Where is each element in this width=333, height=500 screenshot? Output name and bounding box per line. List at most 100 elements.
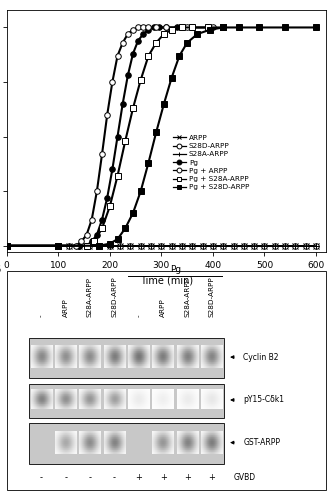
S28D-ARPP [304, 243, 308, 249]
Pg [85, 243, 89, 249]
ARPP [87, 243, 91, 249]
Pg + S28D-ARPP [56, 243, 60, 249]
Line: Pg + S28D-ARPP: Pg + S28D-ARPP [4, 24, 319, 248]
Pg + S28D-ARPP [98, 243, 102, 249]
S28D-ARPP [129, 243, 133, 249]
S28D-ARPP [262, 243, 266, 249]
Pg [121, 101, 125, 107]
S28A-ARPP [262, 243, 266, 249]
S28D-ARPP [67, 243, 71, 249]
Text: GST-ARPP: GST-ARPP [243, 438, 280, 447]
Pg + S28D-ARPP [195, 31, 199, 37]
Pg + S28A-ARPP [92, 238, 96, 244]
S28A-ARPP [273, 243, 277, 249]
Text: Cyclin B2: Cyclin B2 [243, 352, 279, 362]
Text: ARPP: ARPP [160, 298, 166, 317]
S28D-ARPP [283, 243, 287, 249]
Pg [126, 72, 130, 78]
Bar [29, 384, 224, 418]
Pg + S28A-ARPP [169, 26, 173, 32]
S28D-ARPP [180, 243, 184, 249]
ARPP [273, 243, 277, 249]
Pg [175, 24, 179, 30]
ARPP [56, 243, 60, 249]
S28D-ARPP [5, 243, 9, 249]
S28A-ARPP [231, 243, 235, 249]
S28D-ARPP [98, 243, 102, 249]
S28D-ARPP [149, 243, 153, 249]
Pg + S28A-ARPP [180, 24, 184, 30]
Pg [100, 216, 104, 222]
ARPP [108, 243, 112, 249]
Pg + S28A-ARPP [139, 77, 143, 83]
Pg [105, 194, 109, 200]
S28A-ARPP [242, 243, 246, 249]
ARPP [180, 243, 184, 249]
Pg [152, 24, 156, 30]
Text: +: + [135, 474, 142, 482]
Pg + ARPP [116, 53, 120, 59]
ARPP [211, 243, 215, 249]
Pg + S28A-ARPP [116, 173, 120, 179]
Pg + ARPP [74, 243, 78, 249]
Text: -: - [40, 474, 43, 482]
S28A-ARPP [221, 243, 225, 249]
Pg + S28D-ARPP [154, 129, 158, 135]
Pg + ARPP [131, 26, 135, 32]
Pg + ARPP [211, 24, 215, 30]
Pg + ARPP [95, 188, 99, 194]
Pg [190, 24, 194, 30]
Pg + S28D-ARPP [221, 24, 225, 30]
Pg + ARPP [121, 40, 125, 46]
Pg + S28A-ARPP [108, 204, 112, 210]
ARPP [200, 243, 204, 249]
Pg + S28D-ARPP [123, 226, 127, 232]
Pg + ARPP [80, 238, 84, 244]
Pg [56, 243, 60, 249]
Text: -: - [113, 474, 116, 482]
Pg [90, 238, 94, 244]
Pg [77, 243, 81, 249]
Pg + S28D-ARPP [131, 210, 135, 216]
Pg + S28A-ARPP [100, 226, 104, 232]
Pg [165, 24, 168, 30]
Text: -: - [136, 314, 142, 317]
Pg + ARPP [5, 243, 9, 249]
Pg + ARPP [126, 31, 130, 37]
S28D-ARPP [273, 243, 277, 249]
Text: -: - [38, 314, 44, 317]
X-axis label: Time (min): Time (min) [140, 276, 193, 286]
Pg + ARPP [165, 24, 168, 30]
ARPP [252, 243, 256, 249]
S28D-ARPP [200, 243, 204, 249]
S28A-ARPP [304, 243, 308, 249]
Text: Pg: Pg [170, 265, 181, 274]
S28D-ARPP [221, 243, 225, 249]
Pg + S28D-ARPP [169, 74, 173, 80]
S28D-ARPP [118, 243, 122, 249]
Pg + ARPP [141, 24, 145, 30]
S28A-ARPP [56, 243, 60, 249]
Pg [110, 166, 114, 172]
Line: Pg + S28A-ARPP: Pg + S28A-ARPP [4, 24, 226, 248]
ARPP [139, 243, 143, 249]
Text: -: - [89, 474, 92, 482]
Pg + S28D-ARPP [257, 24, 261, 30]
Pg + ARPP [147, 24, 151, 30]
Pg + S28A-ARPP [190, 24, 194, 30]
Pg [157, 24, 161, 30]
S28A-ARPP [77, 243, 81, 249]
Pg + S28A-ARPP [56, 243, 60, 249]
S28A-ARPP [139, 243, 143, 249]
ARPP [67, 243, 71, 249]
ARPP [160, 243, 164, 249]
Bar [29, 423, 224, 464]
Pg + ARPP [185, 24, 189, 30]
S28A-ARPP [5, 243, 9, 249]
ARPP [293, 243, 297, 249]
Pg [5, 243, 9, 249]
Pg + S28A-ARPP [147, 53, 151, 59]
Pg + S28D-ARPP [185, 40, 189, 46]
Pg [141, 31, 145, 37]
Pg + ARPP [56, 243, 60, 249]
